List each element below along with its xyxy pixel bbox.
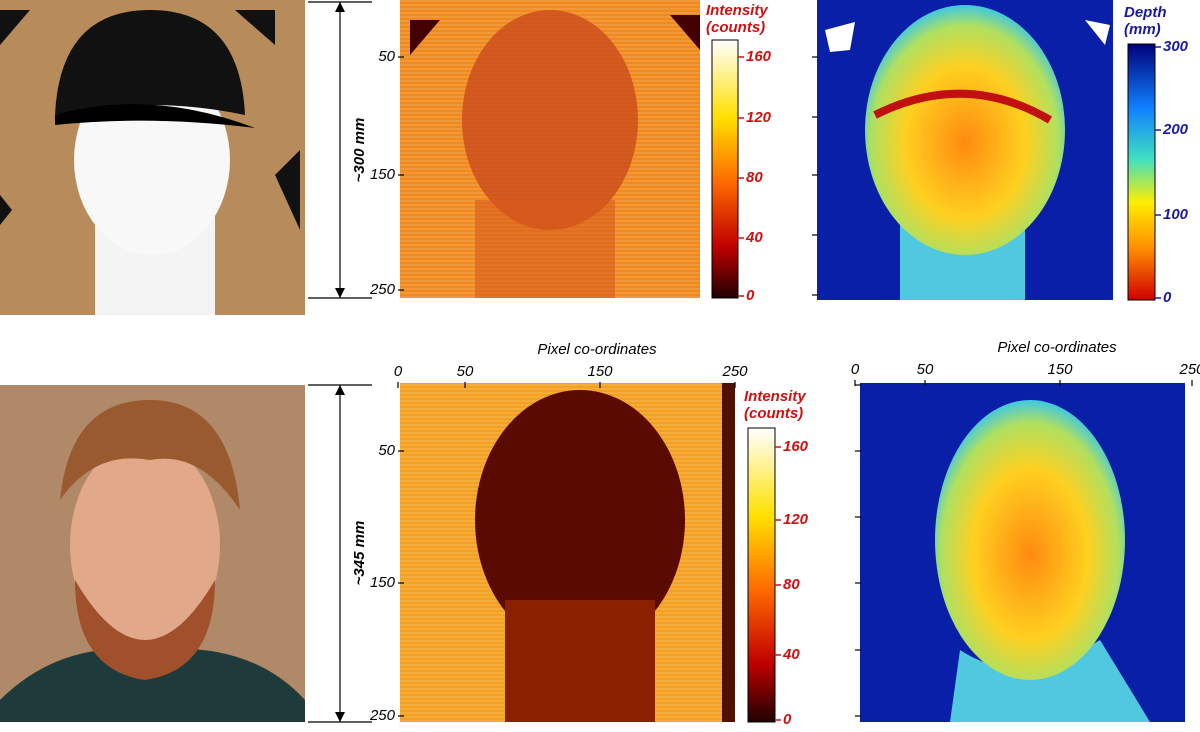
x-tick-label: 50 — [457, 363, 474, 380]
x-tick-label: 0 — [394, 363, 403, 380]
x-tick-label: 150 — [1047, 361, 1073, 378]
photo-mannequin — [0, 0, 305, 315]
intensity-colorbar — [747, 427, 776, 723]
x-axis-title: Pixel co-ordinates — [997, 339, 1117, 356]
colorbar-tick-label: 100 — [1163, 206, 1189, 223]
photo-person — [0, 385, 305, 722]
x-tick-label: 50 — [917, 361, 934, 378]
colorbar-tick-label: 40 — [745, 229, 763, 246]
colorbar-tick-label: 80 — [783, 576, 800, 593]
arrow-head — [335, 385, 345, 395]
intensity-colorbar — [711, 39, 739, 299]
colorbar-tick-label: 160 — [783, 438, 809, 455]
x-tick-label: 0 — [851, 361, 860, 378]
colorbar-tick-label: 0 — [746, 287, 755, 304]
colorbar-tick-label: 300 — [1163, 38, 1189, 55]
depth-map — [860, 383, 1200, 722]
y-tick-label: 250 — [369, 707, 396, 724]
x-tick-label: 150 — [587, 363, 613, 380]
depth-map — [817, 0, 1113, 300]
y-tick-label: 150 — [370, 166, 396, 183]
x-tick-label: 250 — [1178, 361, 1200, 378]
arrow-head — [335, 288, 345, 298]
arrow-head — [335, 712, 345, 722]
intensity-map — [400, 0, 700, 298]
y-tick-label: 50 — [378, 48, 395, 65]
colorbar-tick-label: 0 — [783, 711, 792, 728]
y-tick-label: 150 — [370, 574, 396, 591]
arrow-head — [335, 2, 345, 12]
colorbar-tick-label: 120 — [746, 109, 772, 126]
colorbar-tick-label: 80 — [746, 169, 763, 186]
colorbar-tick-label: 0 — [1163, 289, 1172, 306]
scale-label: ~345 mm — [351, 521, 368, 586]
colorbar-tick-label: 40 — [782, 646, 800, 663]
y-tick-label: 50 — [378, 442, 395, 459]
colorbar-tick-label: 200 — [1162, 121, 1189, 138]
colorbar-tick-label: 120 — [783, 511, 809, 528]
colorbar-title: Intensity — [706, 2, 768, 19]
depth-colorbar — [1127, 43, 1156, 301]
colorbar-title: Depth — [1124, 4, 1167, 21]
x-axis-title: Pixel co-ordinates — [537, 341, 657, 358]
colorbar-tick-label: 160 — [746, 48, 772, 65]
colorbar-title: Intensity — [744, 388, 806, 405]
colorbar-title: (counts) — [706, 19, 765, 36]
y-tick-label: 250 — [369, 281, 396, 298]
colorbar-title: (counts) — [744, 405, 803, 422]
scale-label: ~300 mm — [351, 118, 368, 183]
colorbar-title: (mm) — [1124, 21, 1161, 38]
intensity-map — [400, 383, 735, 722]
x-tick-label: 250 — [721, 363, 748, 380]
